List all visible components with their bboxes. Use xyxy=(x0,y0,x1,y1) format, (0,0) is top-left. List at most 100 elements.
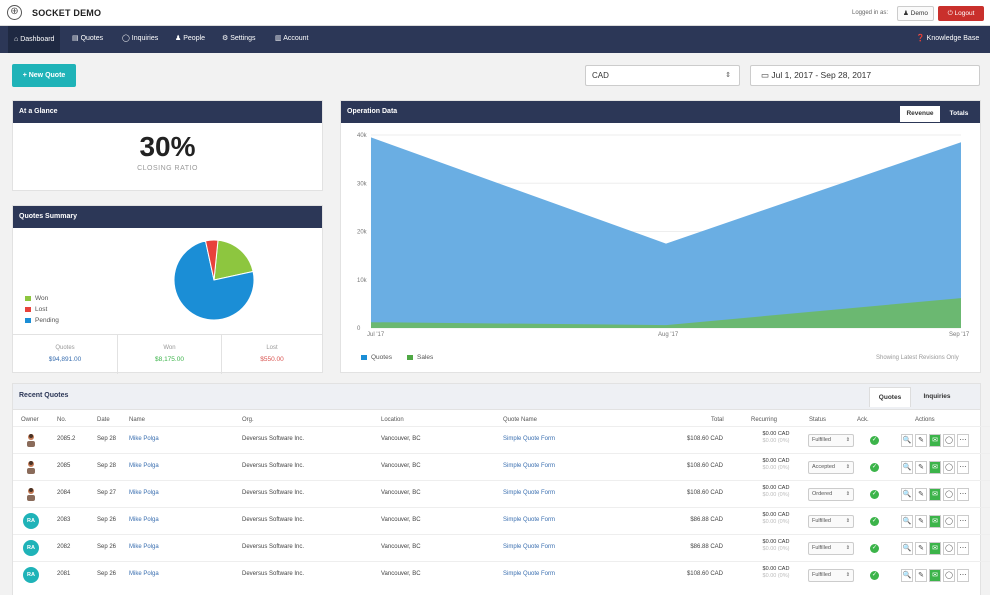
email-icon[interactable]: ✉ xyxy=(929,434,941,447)
quote-name-link[interactable]: Simple Quote Form xyxy=(503,571,556,577)
main-nav: ⌂ Dashboard ▤ Quotes ◯ Inquiries ♟ Peopl… xyxy=(0,26,990,53)
knowledge-base-link[interactable]: ❓ Knowledge Base xyxy=(916,34,979,42)
nav-item-people[interactable]: ♟ People xyxy=(175,34,205,42)
column-header[interactable]: Status xyxy=(809,417,827,423)
column-header[interactable]: Location xyxy=(381,417,404,423)
pencil-icon[interactable]: ✎ xyxy=(915,515,927,528)
magnifier-icon[interactable]: 🔍 xyxy=(901,515,913,528)
column-header[interactable]: Actions xyxy=(915,417,935,423)
comment-icon[interactable]: ◯ xyxy=(943,488,955,501)
quote-name-link[interactable]: Simple Quote Form xyxy=(503,544,556,550)
email-icon[interactable]: ✉ xyxy=(929,515,941,528)
user-name: Demo xyxy=(910,10,928,17)
pencil-icon[interactable]: ✎ xyxy=(915,434,927,447)
nav-item-quotes[interactable]: ▤ Quotes xyxy=(72,34,103,42)
table-row[interactable]: 2085.2 Sep 28 Mike Polga Deversus Software … xyxy=(13,426,990,453)
status-select[interactable]: Fulfilled ⇕ xyxy=(808,542,854,555)
check-icon: ✓ xyxy=(870,517,879,526)
email-icon[interactable]: ✉ xyxy=(929,461,941,474)
tab-totals[interactable]: Totals xyxy=(949,110,969,117)
tab-inquiries[interactable]: Inquiries xyxy=(923,393,951,400)
column-header[interactable]: Name xyxy=(129,417,146,423)
table-row[interactable]: 2085 Sep 28 Mike Polga Deversus Software In… xyxy=(13,453,990,480)
nav-item-inquiries[interactable]: ◯ Inquiries xyxy=(122,34,158,42)
magnifier-icon[interactable]: 🔍 xyxy=(901,488,913,501)
pencil-icon[interactable]: ✎ xyxy=(915,569,927,582)
contact-name-link[interactable]: Mike Polga xyxy=(129,571,159,577)
pie-slice-won xyxy=(213,239,254,281)
column-header[interactable]: Owner xyxy=(21,417,39,423)
quote-name-link[interactable]: Simple Quote Form xyxy=(503,463,556,469)
contact-name-link[interactable]: Mike Polga xyxy=(129,436,159,442)
status-select[interactable]: Accepted ⇕ xyxy=(808,461,854,474)
comment-icon[interactable]: ◯ xyxy=(943,569,955,582)
contact-name-link[interactable]: Mike Polga xyxy=(129,490,159,496)
tab-revenue[interactable]: Revenue xyxy=(900,106,940,122)
legend-sales: Sales xyxy=(407,354,433,361)
nav-item-dashboard[interactable]: ⌂ Dashboard xyxy=(8,26,61,53)
status-select[interactable]: Fulfilled ⇕ xyxy=(808,434,854,447)
more-icon[interactable]: ⋯ xyxy=(957,461,969,474)
currency-select[interactable]: CAD ⇕ xyxy=(585,65,740,86)
avatar xyxy=(23,432,39,448)
more-icon[interactable]: ⋯ xyxy=(957,488,969,501)
recurring: $0.00 CAD $0.00 (0%) xyxy=(751,512,801,526)
table-row[interactable]: RA 2083 Sep 26 Mike Polga Deversus Software … xyxy=(13,507,990,534)
email-icon[interactable]: ✉ xyxy=(929,569,941,582)
tab-quotes[interactable]: Quotes xyxy=(869,387,911,407)
date-range-picker[interactable]: ▭ Jul 1, 2017 - Sep 28, 2017 xyxy=(750,65,980,86)
column-header[interactable]: Ack. xyxy=(857,417,869,423)
magnifier-icon[interactable]: 🔍 xyxy=(901,542,913,555)
status-select[interactable]: Fulfilled ⇕ xyxy=(808,515,854,528)
check-icon: ✓ xyxy=(870,463,879,472)
status-select[interactable]: Fulfilled ⇕ xyxy=(808,569,854,582)
summary-value: $8,175.00 xyxy=(155,356,184,363)
logout-button[interactable]: ⏻ Logout xyxy=(938,6,984,21)
pencil-icon[interactable]: ✎ xyxy=(915,542,927,555)
column-header[interactable]: Total xyxy=(711,417,724,423)
magnifier-icon[interactable]: 🔍 xyxy=(901,569,913,582)
table-row[interactable]: RA 2081 Sep 26 Mike Polga Deversus Software … xyxy=(13,561,990,588)
more-icon[interactable]: ⋯ xyxy=(957,542,969,555)
nav-item-account[interactable]: ▥ Account xyxy=(275,34,308,42)
footer-note: Showing Latest Revisions Only xyxy=(876,355,959,361)
logo-icon[interactable]: ⊕ xyxy=(7,5,22,20)
magnifier-icon[interactable]: 🔍 xyxy=(901,461,913,474)
more-icon[interactable]: ⋯ xyxy=(957,515,969,528)
email-icon[interactable]: ✉ xyxy=(929,488,941,501)
comment-icon[interactable]: ◯ xyxy=(943,434,955,447)
pencil-icon[interactable]: ✎ xyxy=(915,461,927,474)
nav-label: People xyxy=(183,35,206,42)
contact-name-link[interactable]: Mike Polga xyxy=(129,517,159,523)
comment-icon[interactable]: ◯ xyxy=(943,542,955,555)
new-quote-button[interactable]: + New Quote xyxy=(12,64,76,87)
column-header[interactable]: Recurring xyxy=(751,417,778,423)
more-icon[interactable]: ⋯ xyxy=(957,434,969,447)
pencil-icon[interactable]: ✎ xyxy=(915,488,927,501)
column-header[interactable]: No. xyxy=(57,417,67,423)
quote-total: $108.60 CAD xyxy=(686,463,723,469)
date-range-value: Jul 1, 2017 - Sep 28, 2017 xyxy=(771,70,872,80)
table-row[interactable]: RA 2082 Sep 26 Mike Polga Deversus Software … xyxy=(13,534,990,561)
recent-quotes-panel: Recent Quotes Quotes Inquiries Owner No. D… xyxy=(12,383,990,595)
contact-name-link[interactable]: Mike Polga xyxy=(129,463,159,469)
more-icon[interactable]: ⋯ xyxy=(957,569,969,582)
contact-name-link[interactable]: Mike Polga xyxy=(129,544,159,550)
column-header[interactable]: Quote Name xyxy=(503,417,538,423)
column-header[interactable]: Date xyxy=(97,417,110,423)
comment-icon[interactable]: ◯ xyxy=(943,515,955,528)
comment-icon[interactable]: ◯ xyxy=(943,461,955,474)
quote-name-link[interactable]: Simple Quote Form xyxy=(503,517,556,523)
summary-label: Quotes xyxy=(55,345,75,351)
user-button[interactable]: ♟ Demo xyxy=(897,6,934,21)
nav-item-settings[interactable]: ⚙ Settings xyxy=(222,34,256,42)
magnifier-icon[interactable]: 🔍 xyxy=(901,434,913,447)
quote-name-link[interactable]: Simple Quote Form xyxy=(503,436,556,442)
closing-ratio-value: 30% xyxy=(139,131,196,162)
column-header[interactable]: Org. xyxy=(242,417,254,423)
table-row[interactable]: 2084 Sep 27 Mike Polga Deversus Software In… xyxy=(13,480,990,507)
email-icon[interactable]: ✉ xyxy=(929,542,941,555)
recurring-percent: $0.00 (0%) xyxy=(762,573,790,579)
status-select[interactable]: Ordered ⇕ xyxy=(808,488,854,501)
quote-name-link[interactable]: Simple Quote Form xyxy=(503,490,556,496)
